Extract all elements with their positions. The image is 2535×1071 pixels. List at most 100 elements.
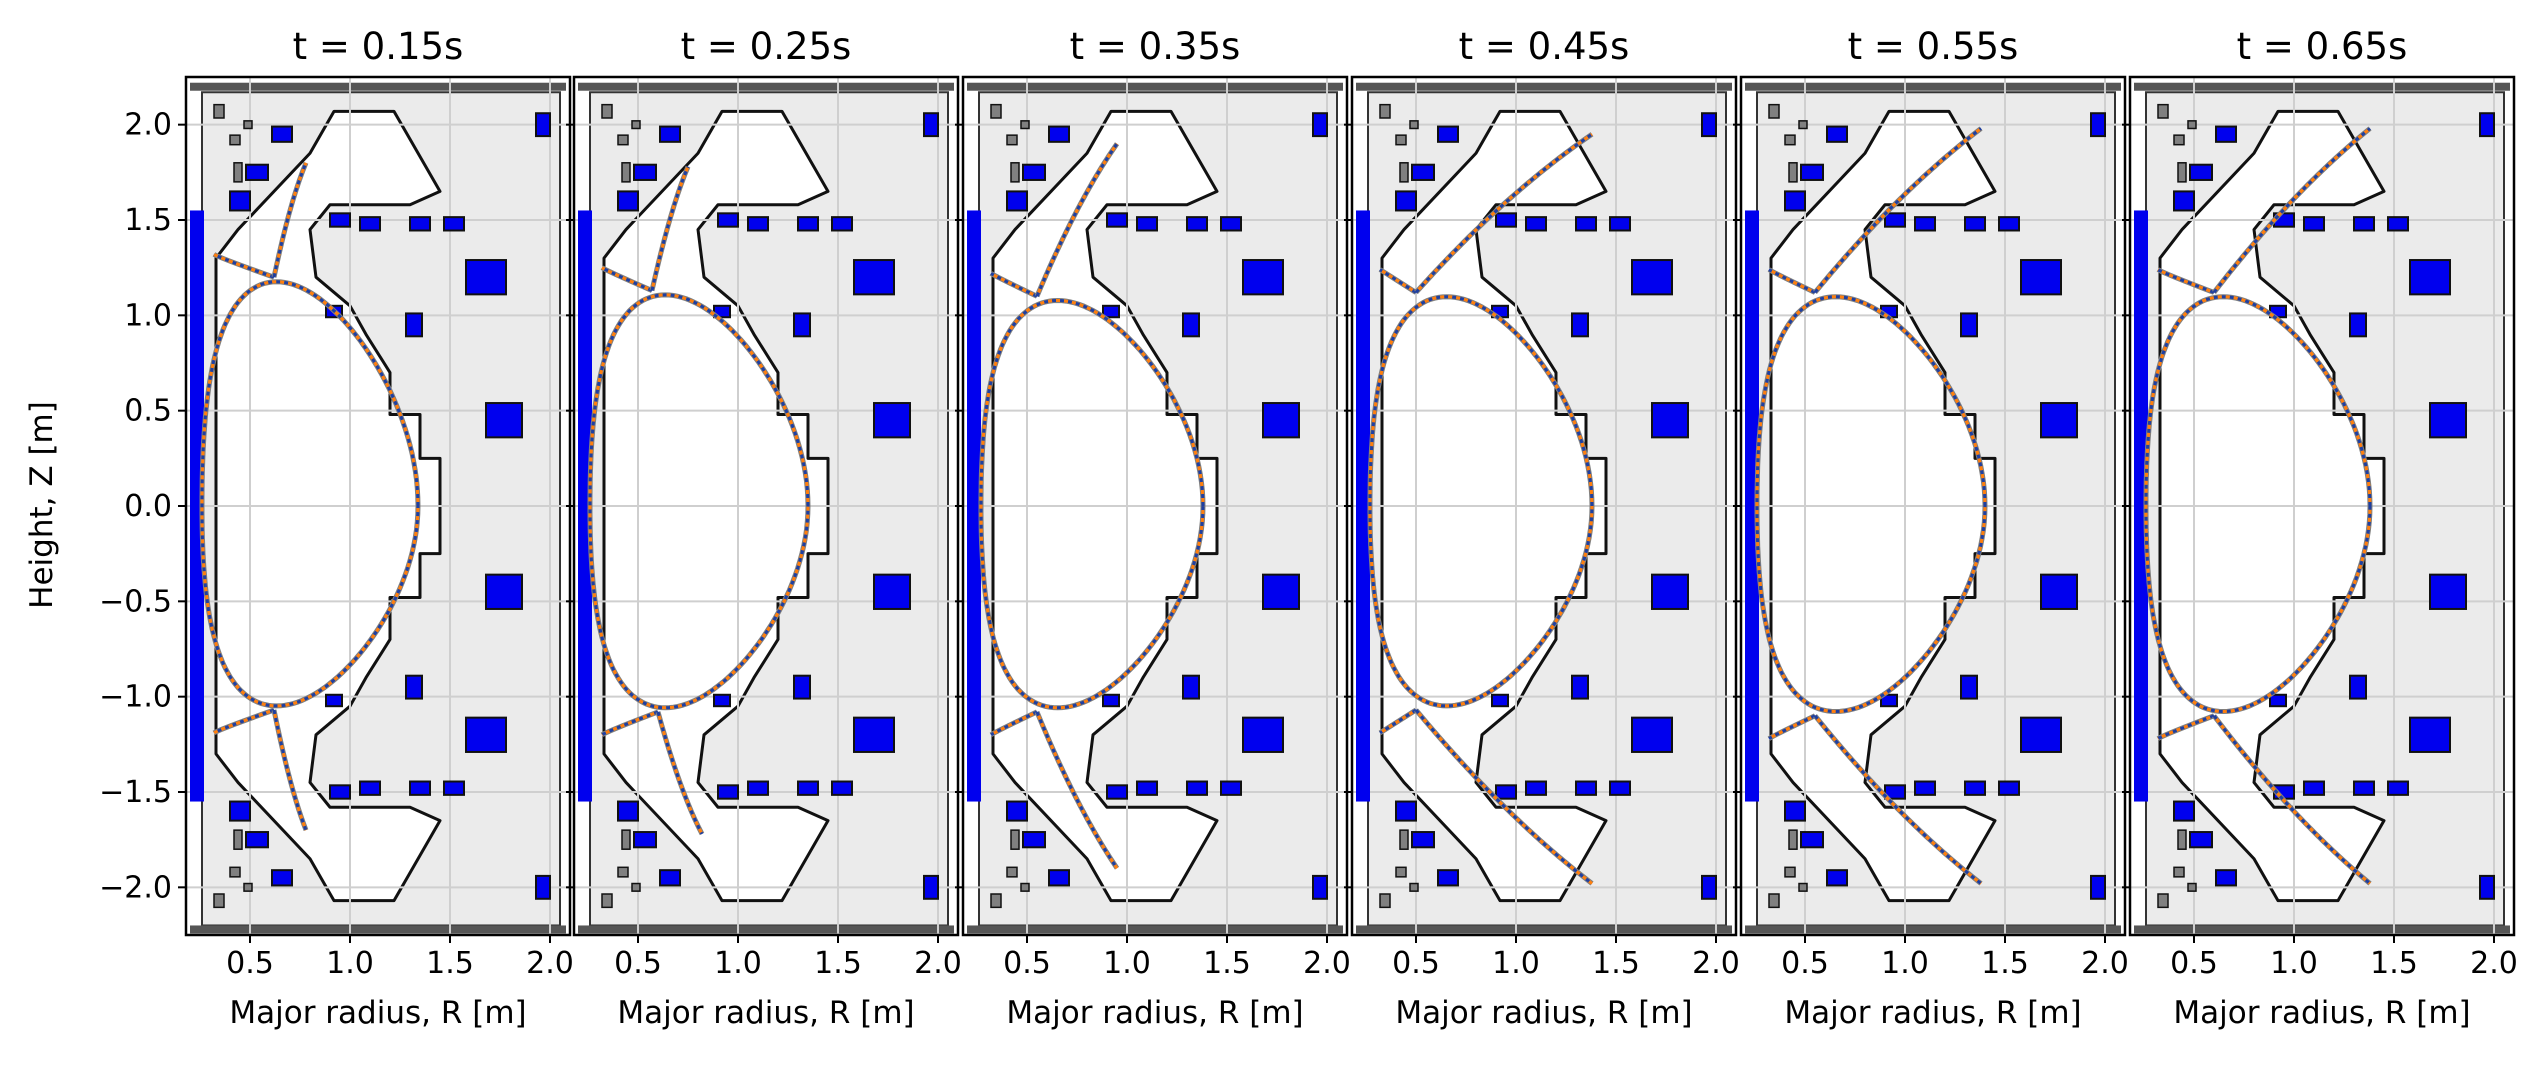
pf-coil: [405, 312, 423, 338]
pf-coil: [359, 780, 381, 796]
pf-coil: [245, 163, 269, 181]
pf-coil: [1048, 125, 1070, 143]
divertor-leg-dotted-a: [1768, 714, 1816, 740]
x-tick-label: 0.5: [2170, 946, 2218, 981]
pf-coil: [1884, 784, 1906, 800]
panel-body: [1352, 77, 1736, 935]
passive-structure: [1788, 162, 1798, 183]
divertor-leg-dotted-b: [1035, 142, 1119, 297]
pf-coil: [1186, 216, 1208, 232]
passive-structure: [233, 829, 243, 850]
pf-coil: [1998, 780, 2020, 796]
x-tick-label: 1.5: [1981, 946, 2029, 981]
pf-coil: [2353, 216, 2375, 232]
passive-structure: [229, 866, 241, 878]
passive-structure: [631, 120, 641, 130]
passive-structure: [2173, 134, 2185, 146]
pf-coil: [405, 674, 423, 700]
pf-coil: [633, 831, 657, 849]
passive-structure: [1768, 103, 1780, 119]
pf-coil: [659, 869, 681, 887]
pf-coil: [271, 869, 293, 887]
pf-coil: [633, 163, 657, 181]
passive-structure: [1006, 866, 1018, 878]
plasma-boundary-dotted-a: [979, 298, 1205, 710]
pf-coil: [2189, 831, 2213, 849]
pf-coil: [325, 693, 343, 708]
y-tick-label: 1.0: [124, 298, 172, 333]
pf-coil: [1136, 780, 1158, 796]
panel-body: [1741, 77, 2125, 935]
x-axis-label: Major radius, R [m]: [1395, 995, 1692, 1031]
pf-coil: [329, 784, 351, 800]
pf-coil: [1784, 190, 1806, 212]
divertor-leg-dotted-a: [213, 253, 275, 279]
panel-title: t = 0.55s: [1848, 25, 2019, 68]
divertor-leg-dotted-a: [650, 166, 690, 291]
divertor-leg-dotted-b: [2212, 714, 2371, 885]
pf-coil: [535, 874, 551, 900]
pf-coil: [831, 780, 853, 796]
passive-structure: [1784, 866, 1796, 878]
pf-coil: [1495, 784, 1517, 800]
y-tick-label: −1.0: [99, 680, 172, 715]
pf-coil: [923, 874, 939, 900]
x-tick-label: 1.0: [714, 946, 762, 981]
y-tick-label: −0.5: [99, 584, 172, 619]
panel-body: [963, 77, 1347, 935]
pf-coil: [1651, 573, 1689, 610]
x-axis-label: Major radius, R [m]: [229, 995, 526, 1031]
pf-coil: [2040, 573, 2078, 610]
passive-structure: [229, 134, 241, 146]
passive-structure: [1399, 162, 1409, 183]
pf-coil: [1220, 780, 1242, 796]
divertor-leg-dotted-a: [213, 708, 275, 735]
pf-coil: [535, 112, 551, 138]
pf-coil: [873, 573, 911, 610]
pf-coil: [713, 693, 731, 708]
passive-structure: [1409, 882, 1419, 892]
passive-structure: [233, 162, 243, 183]
divertor-leg-dotted-b: [601, 266, 653, 292]
pf-coil: [2409, 259, 2451, 296]
pf-coil: [1800, 163, 1824, 181]
passive-structure: [1399, 829, 1409, 850]
pf-coil: [831, 216, 853, 232]
vessel-rim-bottom: [967, 925, 1343, 934]
passive-structure: [990, 103, 1002, 119]
pf-coil: [923, 112, 939, 138]
y-tick-label: −2.0: [99, 870, 172, 905]
pf-coil: [617, 800, 639, 822]
passive-structure: [617, 866, 629, 878]
pf-coil: [2479, 874, 2495, 900]
pf-coil: [409, 216, 431, 232]
pf-coil: [1960, 312, 1978, 338]
passive-structure: [1010, 829, 1020, 850]
pf-coil: [793, 312, 811, 338]
x-tick-label: 1.0: [326, 946, 374, 981]
pf-coil: [873, 402, 911, 439]
pf-coil: [1182, 674, 1200, 700]
pf-coil: [1609, 780, 1631, 796]
panel-title: t = 0.35s: [1070, 25, 1241, 68]
pf-coil: [1701, 874, 1717, 900]
passive-structure: [2177, 829, 2187, 850]
pf-coil: [1312, 112, 1328, 138]
divertor-leg-dotted-b: [213, 708, 275, 735]
passive-structure: [1798, 120, 1808, 130]
passive-structure: [1395, 134, 1407, 146]
divertor-leg-dotted-b: [1813, 714, 1982, 885]
pf-coil: [1022, 163, 1046, 181]
pf-coil: [1106, 212, 1128, 228]
divertor-leg-dotted-b: [272, 162, 308, 278]
x-tick-label: 0.5: [1003, 946, 1051, 981]
pf-coil: [229, 800, 251, 822]
passive-structure: [601, 893, 613, 909]
pf-coil: [1022, 831, 1046, 849]
pf-coil: [1784, 800, 1806, 822]
x-axis-label: Major radius, R [m]: [2173, 995, 2470, 1031]
central-solenoid: [190, 210, 204, 802]
divertor-leg-dotted-a: [2212, 714, 2371, 885]
y-tick-label: 0.0: [124, 489, 172, 524]
divertor-leg-dotted-b: [213, 253, 275, 279]
